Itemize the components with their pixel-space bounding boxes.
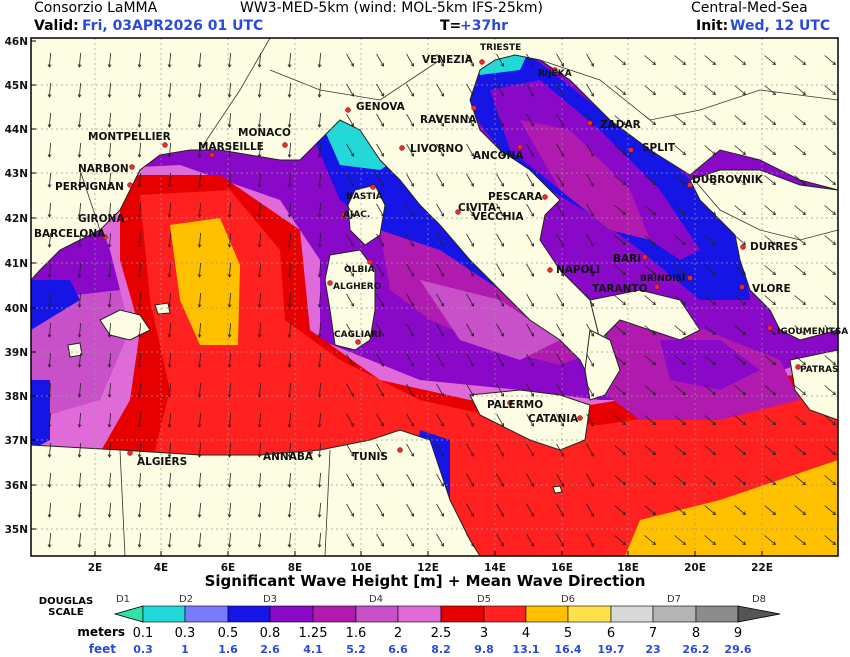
- lat-tick-label: 44N: [5, 124, 28, 136]
- city-label: LIVORNO: [410, 143, 463, 155]
- city-label: ALGIERS: [137, 456, 187, 468]
- city-label: BARI: [613, 253, 641, 265]
- city-label: NAPOLI: [556, 264, 600, 276]
- valid-time: Fri, 03APR2026 01 UTC: [82, 18, 264, 34]
- city-label: VENEZIA: [422, 54, 474, 66]
- model-description: WW3-MED-5km (wind: MOL-5km IFS-25km): [240, 0, 543, 16]
- city-label: VLORE: [752, 283, 791, 295]
- lat-tick-label: 42N: [5, 213, 28, 225]
- city-label: CAGLIARI: [334, 330, 381, 340]
- douglas-scale-label: DOUGLAS SCALE: [34, 596, 98, 618]
- area-name: Central-Med-Sea: [691, 0, 808, 16]
- city-label: GENOVA: [356, 101, 406, 113]
- balkan-landmass: [689, 169, 838, 341]
- city-label: MARSEILLE: [198, 141, 264, 153]
- lon-tick-label: 6E: [221, 562, 235, 574]
- city-label: OLBIA: [344, 265, 375, 275]
- city-label: RIJEKA: [538, 69, 572, 79]
- org-name: Consorzio LaMMA: [34, 0, 158, 16]
- city-label: GIRONA: [78, 213, 125, 225]
- lat-tick-label: 45N: [5, 80, 28, 92]
- city-label: VECCHIA: [472, 211, 524, 223]
- lat-tick-label: 37N: [5, 435, 28, 447]
- lat-tick-label: 35N: [5, 524, 28, 536]
- step-label: T=: [440, 18, 462, 34]
- city-label: ANNABA: [263, 451, 314, 463]
- city-label: TARANTO: [592, 283, 648, 295]
- lat-tick-label: 41N: [5, 258, 28, 270]
- lat-tick-label: 38N: [5, 391, 28, 403]
- init-time: Wed, 12 UTC: [730, 18, 831, 34]
- city-label: MONTPELLIER: [88, 131, 171, 143]
- city-label: ZADAR: [600, 119, 641, 131]
- city-label: TRIESTE: [480, 43, 521, 53]
- lat-tick-label: 36N: [5, 480, 28, 492]
- city-label: PERPIGNAN: [55, 181, 124, 193]
- city-label: CIVITA-: [458, 202, 500, 214]
- city-label: BARCELONA: [34, 228, 106, 240]
- city-label: RAVENNA: [420, 114, 477, 126]
- forecast-step: +37hr: [460, 18, 509, 34]
- lon-tick-label: 2E: [88, 562, 102, 574]
- city-label: SPLIT: [642, 142, 676, 154]
- lon-tick-label: 10E: [350, 562, 372, 574]
- city-label: ANCONA: [473, 150, 524, 162]
- mallorca: [99, 309, 151, 341]
- city-label: NARBON: [78, 163, 129, 175]
- city-label: PALERMO: [487, 399, 543, 411]
- city-label: TUNIS: [352, 451, 388, 463]
- city-label: IGOUMENITSA: [777, 327, 848, 337]
- peloponnese: [789, 349, 838, 421]
- north-africa: [31, 429, 481, 556]
- douglas-label-line2: SCALE: [48, 607, 84, 618]
- lat-tick-label: 39N: [5, 347, 28, 359]
- city-markers: [102, 59, 801, 456]
- city-label: ALGHERO: [333, 282, 382, 292]
- north-landmass: [31, 38, 838, 382]
- lat-tick-label: 46N: [5, 36, 28, 48]
- corsica: [347, 184, 386, 246]
- init-label: Init:: [696, 18, 729, 34]
- lon-tick-label: 16E: [551, 562, 573, 574]
- lat-tick-label: 40N: [5, 303, 28, 315]
- lon-tick-label: 14E: [484, 562, 506, 574]
- city-label: BASTIA: [346, 192, 383, 202]
- lat-tick-label: 43N: [5, 168, 28, 180]
- city-label: PATRAS: [800, 365, 839, 375]
- valid-label: Valid:: [34, 18, 79, 34]
- lon-tick-label: 8E: [288, 562, 302, 574]
- lon-tick-label: 20E: [684, 562, 706, 574]
- city-label: DURRES: [750, 241, 798, 253]
- city-label: DUBROVNIK: [692, 174, 764, 186]
- lon-tick-label: 12E: [417, 562, 439, 574]
- douglas-label-line1: DOUGLAS: [38, 596, 94, 607]
- city-label: CATANIA: [528, 413, 579, 425]
- lon-tick-label: 4E: [154, 562, 168, 574]
- city-label: PESCARA: [488, 191, 543, 203]
- city-label: MONACO: [238, 127, 291, 139]
- legend-title: Significant Wave Height [m] + Mean Wave …: [204, 572, 646, 590]
- calabria: [584, 329, 621, 401]
- city-label: BRINDISI: [640, 274, 685, 284]
- lon-tick-label: 18E: [617, 562, 639, 574]
- city-label: AJAC.: [343, 210, 370, 220]
- italy-heel: [589, 289, 701, 341]
- lon-tick-label: 22E: [751, 562, 773, 574]
